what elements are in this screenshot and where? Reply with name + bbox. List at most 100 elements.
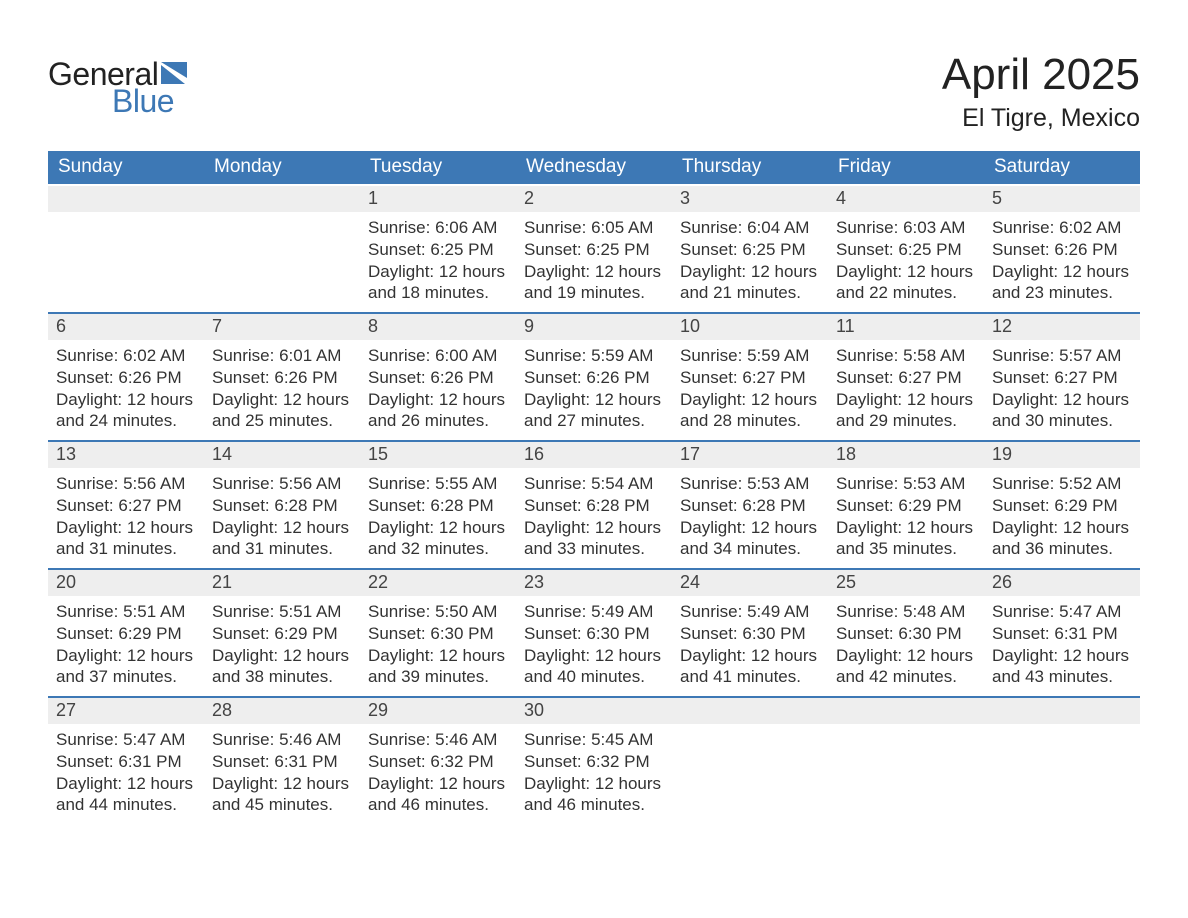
daylight-line: Daylight: 12 hours and 30 minutes. bbox=[992, 389, 1132, 433]
day-header: Monday bbox=[204, 151, 360, 184]
daylight-line: Daylight: 12 hours and 26 minutes. bbox=[368, 389, 508, 433]
sunset-line: Sunset: 6:30 PM bbox=[680, 623, 820, 645]
day-details: Sunrise: 5:57 AMSunset: 6:27 PMDaylight:… bbox=[984, 340, 1140, 440]
sunset-line: Sunset: 6:27 PM bbox=[992, 367, 1132, 389]
day-cell: 16Sunrise: 5:54 AMSunset: 6:28 PMDayligh… bbox=[516, 440, 672, 568]
sunrise-line: Sunrise: 5:47 AM bbox=[992, 601, 1132, 623]
daylight-line: Daylight: 12 hours and 45 minutes. bbox=[212, 773, 352, 817]
day-number: 12 bbox=[984, 314, 1140, 340]
sunrise-line: Sunrise: 5:49 AM bbox=[680, 601, 820, 623]
day-number: 1 bbox=[360, 186, 516, 212]
title-block: April 2025 El Tigre, Mexico bbox=[942, 50, 1140, 133]
daylight-line: Daylight: 12 hours and 34 minutes. bbox=[680, 517, 820, 561]
daylight-line: Daylight: 12 hours and 25 minutes. bbox=[212, 389, 352, 433]
sunrise-line: Sunrise: 5:45 AM bbox=[524, 729, 664, 751]
day-details: Sunrise: 5:48 AMSunset: 6:30 PMDaylight:… bbox=[828, 596, 984, 696]
sunset-line: Sunset: 6:31 PM bbox=[212, 751, 352, 773]
daylight-line: Daylight: 12 hours and 32 minutes. bbox=[368, 517, 508, 561]
empty-cell bbox=[204, 184, 360, 312]
month-title: April 2025 bbox=[942, 50, 1140, 100]
day-number: 20 bbox=[48, 570, 204, 596]
day-cell: 21Sunrise: 5:51 AMSunset: 6:29 PMDayligh… bbox=[204, 568, 360, 696]
sunrise-line: Sunrise: 5:47 AM bbox=[56, 729, 196, 751]
location: El Tigre, Mexico bbox=[942, 104, 1140, 133]
day-number bbox=[984, 698, 1140, 724]
empty-cell bbox=[828, 696, 984, 824]
day-number: 15 bbox=[360, 442, 516, 468]
day-number: 4 bbox=[828, 186, 984, 212]
sunset-line: Sunset: 6:27 PM bbox=[56, 495, 196, 517]
sunset-line: Sunset: 6:31 PM bbox=[56, 751, 196, 773]
sunrise-line: Sunrise: 5:55 AM bbox=[368, 473, 508, 495]
sunrise-line: Sunrise: 5:53 AM bbox=[680, 473, 820, 495]
day-cell: 8Sunrise: 6:00 AMSunset: 6:26 PMDaylight… bbox=[360, 312, 516, 440]
sunrise-line: Sunrise: 5:51 AM bbox=[212, 601, 352, 623]
day-cell: 24 Sunrise: 5:49 AMSunset: 6:30 PMDayligh… bbox=[672, 568, 828, 696]
sunset-line: Sunset: 6:27 PM bbox=[680, 367, 820, 389]
calendar-week: 1Sunrise: 6:06 AMSunset: 6:25 PMDaylight… bbox=[48, 184, 1140, 312]
day-cell: 9Sunrise: 5:59 AMSunset: 6:26 PMDaylight… bbox=[516, 312, 672, 440]
day-number: 24 bbox=[672, 570, 828, 596]
day-cell: 20Sunrise: 5:51 AMSunset: 6:29 PMDayligh… bbox=[48, 568, 204, 696]
sunset-line: Sunset: 6:28 PM bbox=[680, 495, 820, 517]
sunrise-line: Sunrise: 5:52 AM bbox=[992, 473, 1132, 495]
day-number: 28 bbox=[204, 698, 360, 724]
daylight-line: Daylight: 12 hours and 46 minutes. bbox=[524, 773, 664, 817]
sunset-line: Sunset: 6:26 PM bbox=[56, 367, 196, 389]
daylight-line: Daylight: 12 hours and 36 minutes. bbox=[992, 517, 1132, 561]
day-details: Sunrise: 5:51 AMSunset: 6:29 PMDaylight:… bbox=[48, 596, 204, 696]
day-details: Sunrise: 6:06 AMSunset: 6:25 PMDaylight:… bbox=[360, 212, 516, 312]
calendar-week: 13Sunrise: 5:56 AMSunset: 6:27 PMDayligh… bbox=[48, 440, 1140, 568]
day-number: 17 bbox=[672, 442, 828, 468]
sunrise-line: Sunrise: 5:59 AM bbox=[524, 345, 664, 367]
day-details: Sunrise: 5:45 AMSunset: 6:32 PMDaylight:… bbox=[516, 724, 672, 824]
day-details: Sunrise: 5:50 AMSunset: 6:30 PMDaylight:… bbox=[360, 596, 516, 696]
day-details: Sunrise: 5:47 AMSunset: 6:31 PMDaylight:… bbox=[48, 724, 204, 824]
day-number: 8 bbox=[360, 314, 516, 340]
day-cell: 1Sunrise: 6:06 AMSunset: 6:25 PMDaylight… bbox=[360, 184, 516, 312]
day-details: Sunrise: 6:02 AMSunset: 6:26 PMDaylight:… bbox=[48, 340, 204, 440]
day-cell: 25Sunrise: 5:48 AMSunset: 6:30 PMDayligh… bbox=[828, 568, 984, 696]
day-cell: 4Sunrise: 6:03 AMSunset: 6:25 PMDaylight… bbox=[828, 184, 984, 312]
day-number: 3 bbox=[672, 186, 828, 212]
calendar-week: 20Sunrise: 5:51 AMSunset: 6:29 PMDayligh… bbox=[48, 568, 1140, 696]
day-details: Sunrise: 6:01 AMSunset: 6:26 PMDaylight:… bbox=[204, 340, 360, 440]
sunset-line: Sunset: 6:31 PM bbox=[992, 623, 1132, 645]
day-number: 6 bbox=[48, 314, 204, 340]
day-details: Sunrise: 6:00 AMSunset: 6:26 PMDaylight:… bbox=[360, 340, 516, 440]
day-number bbox=[48, 186, 204, 212]
sunrise-line: Sunrise: 5:58 AM bbox=[836, 345, 976, 367]
day-cell: 22Sunrise: 5:50 AMSunset: 6:30 PMDayligh… bbox=[360, 568, 516, 696]
day-number bbox=[828, 698, 984, 724]
day-details: Sunrise: 6:02 AMSunset: 6:26 PMDaylight:… bbox=[984, 212, 1140, 312]
sunset-line: Sunset: 6:25 PM bbox=[368, 239, 508, 261]
day-cell: 27Sunrise: 5:47 AMSunset: 6:31 PMDayligh… bbox=[48, 696, 204, 824]
daylight-line: Daylight: 12 hours and 38 minutes. bbox=[212, 645, 352, 689]
day-details: Sunrise: 6:03 AMSunset: 6:25 PMDaylight:… bbox=[828, 212, 984, 312]
sunset-line: Sunset: 6:25 PM bbox=[680, 239, 820, 261]
daylight-line: Daylight: 12 hours and 44 minutes. bbox=[56, 773, 196, 817]
day-cell: 14Sunrise: 5:56 AMSunset: 6:28 PMDayligh… bbox=[204, 440, 360, 568]
day-header: Friday bbox=[828, 151, 984, 184]
daylight-line: Daylight: 12 hours and 41 minutes. bbox=[680, 645, 820, 689]
day-details: Sunrise: 5:47 AMSunset: 6:31 PMDaylight:… bbox=[984, 596, 1140, 696]
sunset-line: Sunset: 6:29 PM bbox=[836, 495, 976, 517]
sunset-line: Sunset: 6:29 PM bbox=[212, 623, 352, 645]
day-details: Sunrise: 5:56 AMSunset: 6:27 PMDaylight:… bbox=[48, 468, 204, 568]
sunset-line: Sunset: 6:26 PM bbox=[992, 239, 1132, 261]
day-details: Sunrise: 5:49 AMSunset: 6:30 PMDaylight:… bbox=[516, 596, 672, 696]
day-number: 18 bbox=[828, 442, 984, 468]
day-header: Saturday bbox=[984, 151, 1140, 184]
day-cell: 7Sunrise: 6:01 AMSunset: 6:26 PMDaylight… bbox=[204, 312, 360, 440]
day-details: Sunrise: 5:58 AMSunset: 6:27 PMDaylight:… bbox=[828, 340, 984, 440]
day-cell: 12Sunrise: 5:57 AMSunset: 6:27 PMDayligh… bbox=[984, 312, 1140, 440]
sunrise-line: Sunrise: 5:46 AM bbox=[212, 729, 352, 751]
day-cell: 5Sunrise: 6:02 AMSunset: 6:26 PMDaylight… bbox=[984, 184, 1140, 312]
day-number: 13 bbox=[48, 442, 204, 468]
day-details: Sunrise: 5:52 AMSunset: 6:29 PMDaylight:… bbox=[984, 468, 1140, 568]
daylight-line: Daylight: 12 hours and 23 minutes. bbox=[992, 261, 1132, 305]
day-number: 23 bbox=[516, 570, 672, 596]
sunrise-line: Sunrise: 5:50 AM bbox=[368, 601, 508, 623]
sunrise-line: Sunrise: 5:56 AM bbox=[212, 473, 352, 495]
sunrise-line: Sunrise: 5:53 AM bbox=[836, 473, 976, 495]
